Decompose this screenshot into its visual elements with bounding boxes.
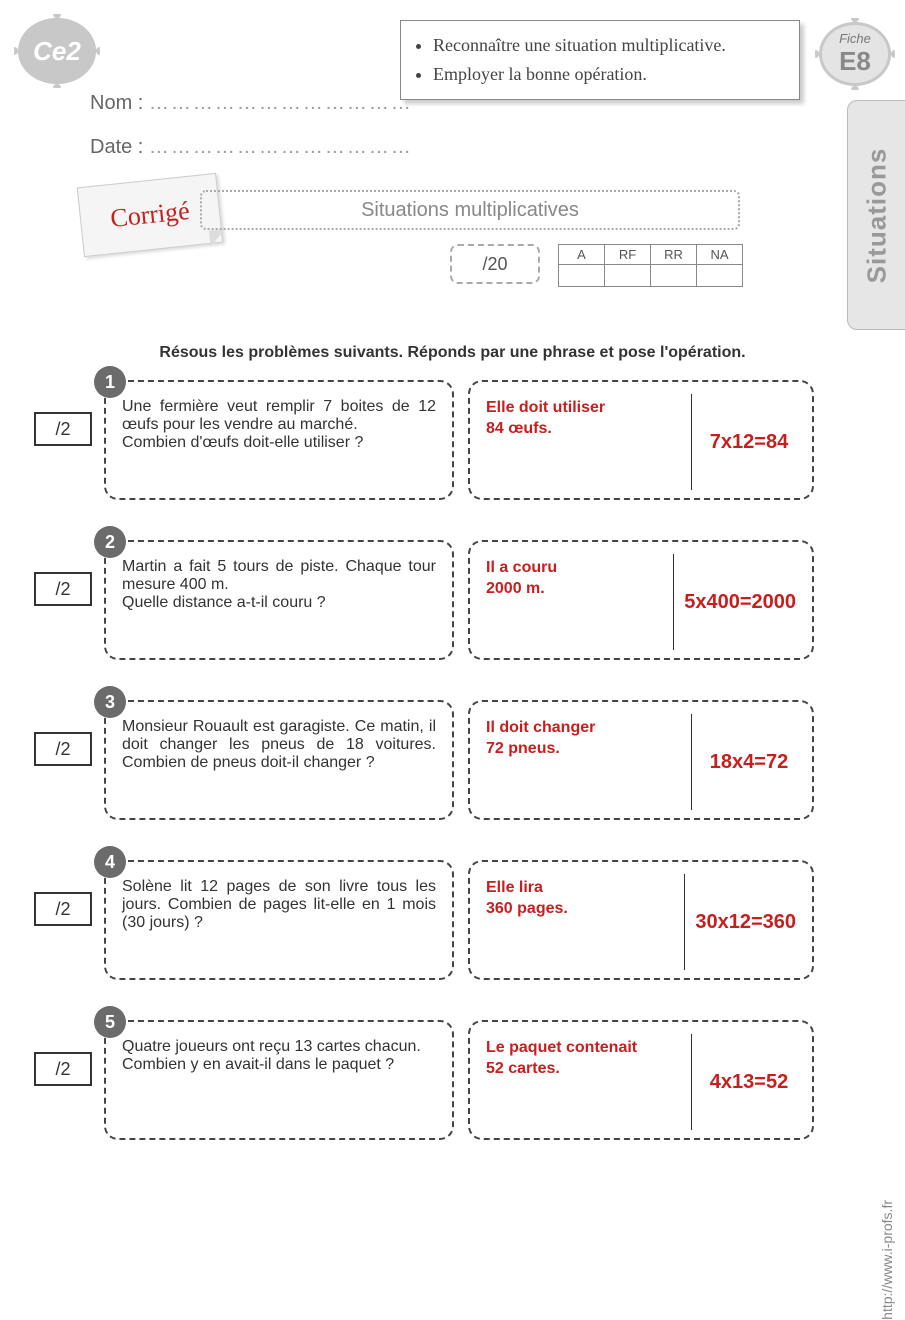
answer-text: Elle doit utiliser84 œufs. — [486, 398, 681, 486]
problem-points: /2 — [34, 1052, 92, 1086]
answer-text: Il doit changer72 pneus. — [486, 718, 681, 806]
fiche-badge: Fiche E8 — [819, 22, 891, 86]
problems-list: 1/2Une fermière veut remplir 7 boites de… — [0, 370, 905, 1170]
answer-divider — [691, 394, 692, 490]
problem-row-1: 1/2Une fermière veut remplir 7 boites de… — [34, 370, 867, 530]
answer-text: Il a couru2000 m. — [486, 558, 663, 646]
problem-answer: Elle doit utiliser84 œufs.7x12=84 — [468, 380, 814, 500]
problem-answer: Il doit changer72 pneus.18x4=72 — [468, 700, 814, 820]
problem-number: 1 — [94, 366, 126, 398]
side-tab: Situations — [847, 100, 905, 330]
name-dots: ……………………………… — [149, 92, 413, 114]
title-bar: Situations multiplicatives — [200, 190, 740, 230]
problem-points: /2 — [34, 412, 92, 446]
problem-row-4: 4/2Solène lit 12 pages de son livre tous… — [34, 850, 867, 1010]
problem-question: Quatre joueurs ont reçu 13 cartes chacun… — [104, 1020, 454, 1140]
objective-1: Reconnaître une situation multiplicative… — [433, 31, 781, 60]
problem-points: /2 — [34, 732, 92, 766]
title-text: Situations multiplicatives — [361, 199, 579, 222]
answer-operation: 5x400=2000 — [684, 558, 796, 646]
answer-operation: 7x12=84 — [702, 398, 796, 486]
problem-answer: Elle lira360 pages.30x12=360 — [468, 860, 814, 980]
corrige-text: Corrigé — [109, 196, 191, 234]
answer-divider — [684, 874, 685, 970]
date-field: Date : ……………………………… — [90, 136, 413, 159]
problem-number: 4 — [94, 846, 126, 878]
problem-row-3: 3/2Monsieur Rouault est garagiste. Ce ma… — [34, 690, 867, 850]
date-label: Date : — [90, 136, 143, 158]
problem-points: /2 — [34, 572, 92, 606]
rubric-h4: NA — [697, 245, 743, 265]
level-badge: Ce2 — [18, 18, 96, 84]
side-tab-text: Situations — [861, 147, 892, 283]
problem-number: 2 — [94, 526, 126, 558]
problem-question: Monsieur Rouault est garagiste. Ce matin… — [104, 700, 454, 820]
answer-operation: 4x13=52 — [702, 1038, 796, 1126]
problem-points: /2 — [34, 892, 92, 926]
problem-row-2: 2/2Martin a fait 5 tours de piste. Chaqu… — [34, 530, 867, 690]
problem-question: Solène lit 12 pages de son livre tous le… — [104, 860, 454, 980]
rubric-h1: A — [559, 245, 605, 265]
answer-text: Le paquet contenait52 cartes. — [486, 1038, 681, 1126]
total-score-box: /20 — [450, 244, 540, 284]
rubric-h2: RF — [605, 245, 651, 265]
answer-divider — [691, 714, 692, 810]
problem-question: Martin a fait 5 tours de piste. Chaque t… — [104, 540, 454, 660]
answer-divider — [691, 1034, 692, 1130]
fiche-code: E8 — [839, 46, 871, 77]
total-score: /20 — [482, 254, 507, 275]
answer-operation: 18x4=72 — [702, 718, 796, 806]
answer-divider — [673, 554, 674, 650]
rubric-h3: RR — [651, 245, 697, 265]
objective-2: Employer la bonne opération. — [433, 60, 781, 89]
answer-text: Elle lira360 pages. — [486, 878, 674, 966]
answer-operation: 30x12=360 — [695, 878, 796, 966]
level-text: Ce2 — [33, 36, 81, 67]
objectives-box: Reconnaître une situation multiplicative… — [400, 20, 800, 100]
instruction: Résous les problèmes suivants. Réponds p… — [0, 344, 905, 362]
rubric-table: A RF RR NA — [558, 244, 743, 287]
problem-row-5: 5/2Quatre joueurs ont reçu 13 cartes cha… — [34, 1010, 867, 1170]
footer-url: http://www.i-profs.fr — [879, 1200, 895, 1320]
problem-answer: Le paquet contenait52 cartes.4x13=52 — [468, 1020, 814, 1140]
problem-number: 3 — [94, 686, 126, 718]
name-field: Nom : ……………………………… — [90, 92, 413, 115]
date-dots: ……………………………… — [149, 136, 413, 158]
name-label: Nom : — [90, 92, 143, 114]
problem-question: Une fermière veut remplir 7 boites de 12… — [104, 380, 454, 500]
problem-answer: Il a couru2000 m.5x400=2000 — [468, 540, 814, 660]
fiche-label: Fiche — [839, 31, 871, 46]
problem-number: 5 — [94, 1006, 126, 1038]
